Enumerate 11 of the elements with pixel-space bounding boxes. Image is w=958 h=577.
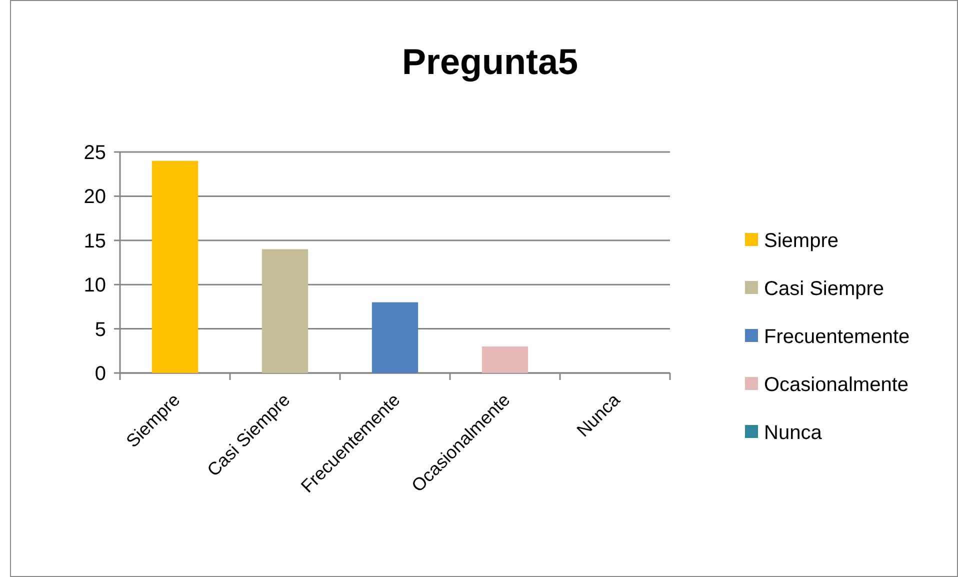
legend-label: Casi Siempre — [764, 278, 884, 300]
y-tick-label: 5 — [94, 318, 106, 341]
y-tick-label: 0 — [94, 363, 106, 385]
y-tick-label: 25 — [84, 142, 106, 164]
y-tick-label: 20 — [84, 186, 106, 208]
legend-label: Frecuentemente — [764, 326, 910, 348]
chart-title: Pregunta5 — [402, 41, 578, 82]
legend-label: Ocasionalmente — [764, 374, 909, 396]
legend-label: Siempre — [764, 230, 838, 252]
y-tick-label: 10 — [84, 274, 106, 297]
y-tick-label: 15 — [84, 230, 106, 252]
